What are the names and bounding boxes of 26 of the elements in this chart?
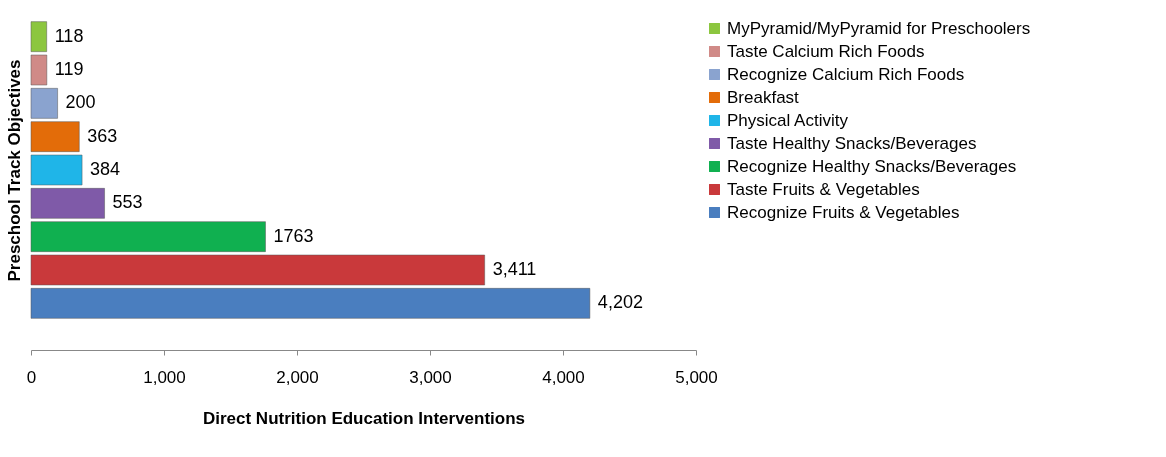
legend-label: Recognize Healthy Snacks/Beverages [727, 156, 1017, 176]
text: 119 [54, 59, 84, 79]
x-tick-label: 3,000 [409, 367, 452, 387]
legend-label: Physical Activity [727, 110, 849, 130]
legend-label: Taste Healthy Snacks/Beverages [727, 133, 977, 153]
legend-label: Recognize Calcium Rich Foods [727, 64, 965, 84]
x-axis-title: Direct Nutrition Education Interventions [202, 408, 526, 428]
legend-label: Taste Fruits & Vegetables [727, 179, 920, 199]
legend-label: MyPyramid/MyPyramid for Preschoolers [727, 18, 1031, 38]
text: 553 [112, 192, 143, 213]
text: 3,411 [492, 259, 537, 279]
x-tick-label: 4,000 [542, 367, 585, 387]
text: 384 [90, 159, 121, 179]
legend-label: Recognize Fruits & Vegetables [727, 202, 960, 222]
text: 1763 [273, 225, 314, 246]
x-tick-label: 2,000 [276, 367, 319, 387]
y-axis-title: Preschool Track Objectives [4, 59, 24, 282]
text: 118 [54, 25, 84, 46]
legend-label: Taste Calcium Rich Foods [727, 41, 925, 61]
text: 200 [65, 92, 96, 113]
x-tick-label: 5,000 [675, 367, 718, 387]
x-tick-label: 1,000 [143, 367, 186, 387]
text: 363 [87, 125, 118, 146]
text: 4,202 [597, 292, 643, 313]
legend-label: Breakfast [727, 87, 800, 107]
x-tick-label: 0 [26, 367, 37, 387]
